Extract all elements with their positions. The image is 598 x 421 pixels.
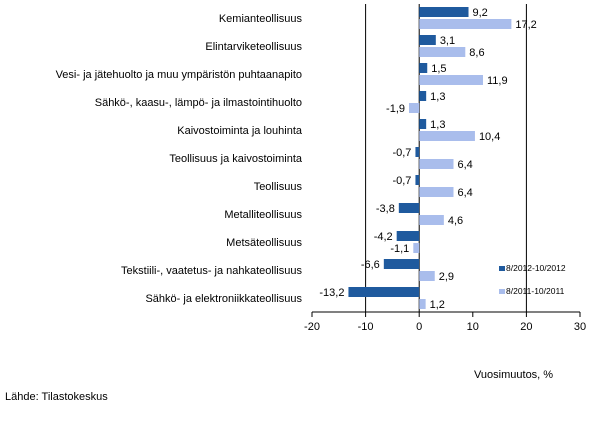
data-label: -13,2	[319, 287, 344, 299]
x-tick-label: 0	[416, 321, 422, 333]
bar	[419, 35, 436, 45]
bar	[419, 131, 475, 141]
data-label: -3,8	[376, 203, 395, 215]
bar	[419, 271, 435, 281]
bar	[419, 19, 512, 29]
data-label: 3,1	[440, 35, 455, 47]
bar	[419, 187, 454, 197]
bar	[419, 7, 469, 17]
data-label: -1,9	[386, 103, 405, 115]
chart-value-labels: 9,2 17,2 3,1 8,6 1,5 11,9 1,3 -1,9 1,3 10,4 -0,7 6,…	[319, 7, 536, 311]
bar	[409, 103, 420, 113]
bar	[419, 63, 428, 73]
bar	[398, 203, 420, 213]
category-label: Sähkö- ja elektroniikkateollisuus	[145, 293, 302, 305]
data-label: -4,2	[374, 231, 393, 243]
x-tick-label: -20	[304, 321, 320, 333]
x-tick-label: 30	[574, 321, 586, 333]
legend-swatch	[499, 289, 505, 294]
legend-label: 8/2011-10/2011	[506, 286, 565, 296]
bar	[415, 147, 420, 157]
chart-bars	[348, 7, 512, 309]
bar	[419, 91, 427, 101]
data-label: 8,6	[469, 47, 484, 59]
legend-swatch	[499, 266, 505, 271]
data-label: 10,4	[479, 131, 500, 143]
chart-legend: 8/2012-10/2012 8/2011-10/2011	[499, 263, 566, 296]
category-label: Metalliteollisuus	[224, 209, 302, 221]
data-label: 1,2	[430, 299, 445, 311]
data-label: 2,9	[439, 271, 454, 283]
bar	[419, 299, 426, 309]
bar	[413, 243, 420, 253]
data-label: 1,5	[431, 63, 446, 75]
chart-category-labels: Kemianteollisuus Elintarviketeollisuus Ves…	[56, 13, 303, 305]
x-axis-label: Vuosimuutos, %	[474, 369, 553, 381]
x-tick-label: -10	[358, 321, 374, 333]
data-label: 4,6	[448, 215, 463, 227]
data-label: 6,4	[458, 187, 473, 199]
category-label: Kaivostoiminta ja louhinta	[177, 125, 303, 137]
data-label: 11,9	[487, 75, 508, 87]
bar	[348, 287, 420, 297]
x-tick-label: 10	[467, 321, 479, 333]
data-label: -0,7	[392, 147, 411, 159]
x-tick-label: 20	[520, 321, 532, 333]
category-label: Metsäteollisuus	[226, 237, 302, 249]
data-label: 17,2	[515, 19, 536, 31]
bar	[419, 159, 454, 169]
data-label: 1,3	[430, 91, 445, 103]
data-label: -6,6	[361, 259, 380, 271]
chart-x-axis: -20 -10 0 10 20 30	[304, 311, 586, 333]
category-label: Teollisuus ja kaivostoiminta	[169, 153, 303, 165]
bar	[419, 119, 427, 129]
category-label: Teollisuus	[254, 181, 303, 193]
category-label: Elintarviketeollisuus	[205, 41, 302, 53]
bar	[419, 47, 466, 57]
data-label: 6,4	[458, 159, 473, 171]
bar	[419, 215, 444, 225]
category-label: Kemianteollisuus	[219, 13, 303, 25]
bar	[383, 259, 420, 269]
category-label: Tekstiili-, vaatetus- ja nahkateollisuus	[121, 265, 302, 277]
category-label: Sähkö-, kaasu-, lämpö- ja ilmastointihuo…	[95, 97, 302, 109]
category-label: Vesi- ja jätehuolto ja muu ympäristön pu…	[56, 69, 302, 81]
data-label: -0,7	[392, 175, 411, 187]
data-label: -1,1	[390, 243, 409, 255]
bar	[396, 231, 420, 241]
data-label: 9,2	[473, 7, 488, 19]
bar	[419, 75, 483, 85]
data-label: 1,3	[430, 119, 445, 131]
bar	[415, 175, 420, 185]
source-note: Lähde: Tilastokeskus	[5, 391, 108, 403]
legend-label: 8/2012-10/2012	[506, 263, 566, 273]
